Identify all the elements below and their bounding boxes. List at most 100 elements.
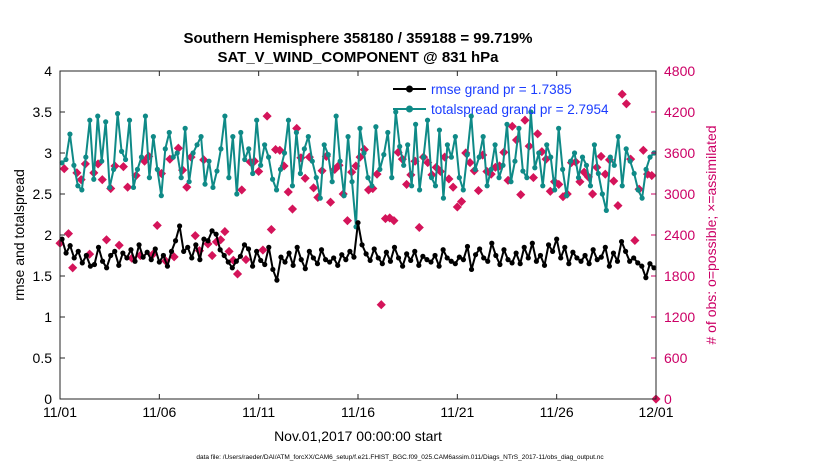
spread-point	[122, 156, 129, 163]
spread-point	[75, 183, 81, 189]
legend-rmse-label: rmse grand pr = 1.7385	[431, 82, 572, 97]
rmse-point	[168, 248, 175, 254]
rmse-point	[574, 255, 580, 261]
rmse-point	[432, 252, 438, 259]
spread-point	[63, 156, 69, 163]
rmse-point	[327, 259, 333, 265]
chart-title-line2: SAT_V_WIND_COMPONENT @ 831 hPa	[217, 49, 499, 66]
spread-point	[273, 187, 280, 193]
spread-point	[615, 134, 621, 140]
rmse-point	[436, 263, 442, 269]
rmse-point	[120, 250, 126, 256]
spread-point	[210, 184, 216, 191]
plot-area	[60, 71, 656, 399]
rmse-point	[578, 258, 584, 264]
rmse-point	[444, 255, 450, 261]
rmse-point	[266, 244, 272, 250]
rmse-point	[262, 261, 268, 268]
obs-marker	[63, 229, 74, 239]
spread-point	[432, 183, 439, 189]
plot-frame	[59, 70, 657, 400]
legend-spread-label: totalspread grand pr = 2.7954	[431, 102, 609, 117]
obs-marker	[596, 151, 606, 161]
obs-marker	[617, 89, 627, 99]
spread-point	[329, 179, 335, 185]
spread-point	[528, 109, 534, 115]
rmse-point	[237, 253, 244, 259]
rmse-point	[310, 255, 317, 261]
obs-marker	[372, 169, 382, 179]
rmse-point	[440, 247, 446, 253]
rmse-point	[416, 262, 422, 268]
spread-point	[301, 146, 307, 152]
rmse-point	[112, 248, 118, 254]
rmse-point	[335, 262, 341, 268]
y-tick-label-left: 1.5	[33, 268, 53, 284]
obs-marker	[638, 145, 648, 155]
rmse-point	[331, 255, 337, 261]
rmse-point	[67, 243, 73, 249]
obs-marker	[266, 224, 276, 235]
spread-point	[182, 125, 188, 131]
spread-point	[158, 193, 164, 199]
spread-point	[230, 134, 236, 140]
spread-point	[381, 152, 387, 158]
obs-marker	[101, 235, 112, 245]
obs-marker	[452, 202, 462, 212]
spread-point	[635, 187, 641, 193]
spread-point	[627, 158, 633, 164]
rmse-point	[387, 258, 394, 264]
spread-point	[373, 124, 379, 130]
spread-point	[397, 143, 403, 150]
rmse-point	[456, 254, 462, 260]
legend: rmse grand pr = 1.7385 totalspread grand…	[393, 82, 609, 117]
rmse-point	[550, 248, 556, 254]
spread-point	[67, 131, 73, 137]
rmse-point	[104, 265, 110, 271]
spread-point	[579, 154, 586, 160]
spread-point	[357, 125, 363, 131]
chart-title-line1: Southern Hemisphere 358180 / 359188 = 99…	[184, 30, 533, 47]
spread-point	[198, 134, 204, 140]
rmse-point	[452, 261, 458, 267]
rmse-point	[497, 261, 503, 268]
x-tick-label: 11/26	[540, 404, 574, 420]
rmse-point	[59, 236, 65, 242]
spread-point	[317, 195, 323, 201]
rmse-point	[351, 254, 357, 260]
spread-point	[639, 195, 645, 201]
obs-marker	[473, 186, 484, 196]
spread-point	[385, 129, 391, 136]
rmse-point	[529, 240, 535, 246]
spread-point	[460, 187, 466, 193]
rmse-point	[132, 258, 138, 264]
rmse-point	[627, 258, 633, 264]
obs-marker	[456, 196, 467, 207]
rmse-point	[367, 257, 373, 264]
rmse-point	[63, 250, 69, 256]
spread-point	[142, 113, 149, 119]
rmse-point	[116, 262, 122, 268]
obs-marker	[520, 115, 530, 125]
obs-marker	[300, 173, 310, 183]
spread-point	[258, 162, 264, 168]
spread-point	[607, 154, 613, 160]
spread-point	[464, 152, 470, 158]
spread-point	[281, 150, 288, 156]
spread-point	[266, 154, 272, 160]
y-tick-label-right: 3000	[664, 186, 695, 202]
y-tick-label-left: 3.5	[33, 104, 53, 120]
obs-marker	[97, 175, 107, 185]
spread-point	[647, 154, 653, 160]
rmse-point	[643, 275, 649, 281]
rmse-point	[249, 263, 256, 269]
spread-point	[560, 166, 566, 172]
spread-point	[444, 142, 450, 148]
axis-layer: 11/01 11/06 11/11 11/16 11/21 11/26 12/0100.51…	[33, 63, 696, 420]
rmse-point	[375, 255, 381, 261]
rmse-point	[140, 254, 146, 260]
rmse-point	[391, 244, 398, 250]
rmse-point	[177, 223, 183, 229]
spread-point	[599, 191, 605, 197]
